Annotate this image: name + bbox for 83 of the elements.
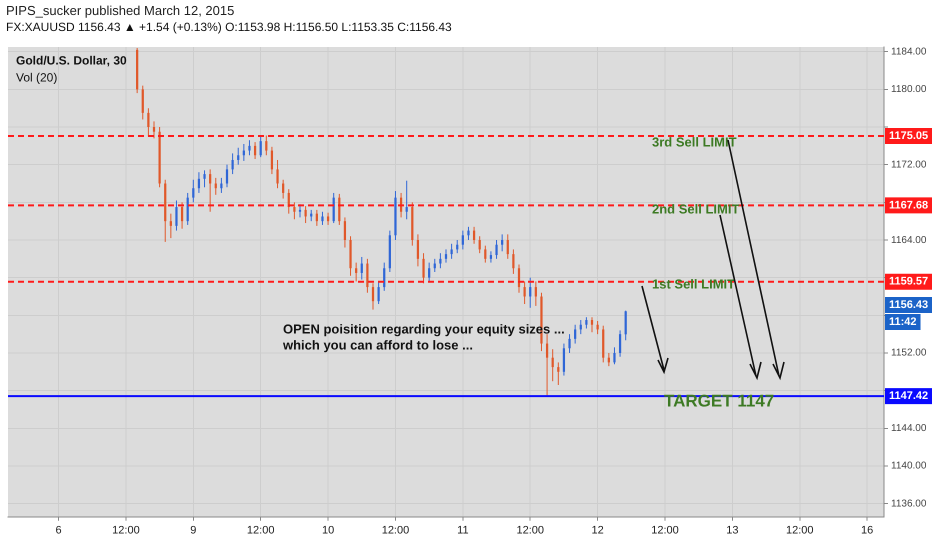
candlestick <box>552 348 554 382</box>
candlestick <box>467 226 470 241</box>
y-tick-label: 1152.00 <box>891 348 927 359</box>
candlestick <box>506 234 509 260</box>
candlestick <box>175 200 178 232</box>
candlestick <box>574 324 576 344</box>
candlestick <box>624 310 627 341</box>
y-tick-label: 1144.00 <box>891 423 927 434</box>
candlestick <box>501 234 504 252</box>
x-tick-label: 12:00 <box>382 524 410 536</box>
chart-title: PIPS_sucker published March 12, 2015 <box>6 3 234 18</box>
chart-subtitle: FX:XAUUSD 1156.43 ▲ +1.54 (+0.13%) O:1153.98 H:1156.50 L:1153.35 C:1156.43 <box>6 20 452 34</box>
candlestick <box>265 135 268 156</box>
candlestick <box>186 192 189 226</box>
candlestick <box>416 234 420 267</box>
candlestick <box>209 168 212 212</box>
candlestick <box>142 85 144 120</box>
y-tick-label: 1172.00 <box>891 159 927 170</box>
candlestick <box>428 262 430 282</box>
x-tick-label: 12 <box>591 524 604 536</box>
x-tick-label: 12:00 <box>516 524 544 536</box>
candlestick <box>170 213 172 239</box>
x-tick-label: 9 <box>190 524 196 536</box>
candlestick <box>192 179 194 203</box>
candlestick <box>557 362 560 386</box>
candlestick <box>529 277 532 308</box>
candlestick <box>298 204 302 218</box>
x-tick-label: 12:00 <box>246 524 274 536</box>
candlestick <box>383 262 386 292</box>
candlestick <box>360 256 363 280</box>
candlestick <box>270 146 274 175</box>
x-tick-label: 13 <box>726 524 739 536</box>
y-tick-label: 1180.00 <box>891 84 927 96</box>
candlestick <box>490 250 492 264</box>
ref-line-label: 1159.57 <box>889 276 928 288</box>
candlestick <box>580 320 582 335</box>
x-tick-label: 12:00 <box>651 524 679 536</box>
candlestick <box>462 230 464 250</box>
candlestick <box>310 209 312 222</box>
x-tick-label: 12:00 <box>112 524 140 536</box>
candlestick <box>203 170 206 188</box>
candlestick <box>444 248 448 264</box>
y-tick-label: 1184.00 <box>891 46 927 58</box>
text: 1156.43 <box>889 299 928 312</box>
candlestick <box>495 240 498 260</box>
candlestick <box>316 209 318 226</box>
candlestick <box>456 240 458 254</box>
candlestick <box>338 193 340 226</box>
candlestick <box>293 202 296 220</box>
candlestick <box>618 330 622 358</box>
annotation: Gold/U.S. Dollar, 30 <box>16 53 128 68</box>
x-tick-label: 10 <box>322 524 334 536</box>
candlestick <box>332 192 335 224</box>
candlestick <box>534 280 537 306</box>
annotation: Vol (20) <box>16 70 58 84</box>
annotation: TARGET 1147 <box>664 392 774 411</box>
candlestick <box>434 258 436 273</box>
candlestick <box>406 180 408 220</box>
candlestick <box>237 147 240 166</box>
ref-line-label: 1147.42 <box>889 390 928 402</box>
candlestick <box>242 143 245 162</box>
annotation: 3rd Sell LIMIT <box>652 134 737 150</box>
ref-line-label: 1175.05 <box>889 130 928 142</box>
candlestick <box>596 320 599 335</box>
candlestick <box>484 245 486 264</box>
annotation: which you can afford to lose ... <box>282 338 473 353</box>
candlestick <box>355 262 358 282</box>
x-tick-label: 12:00 <box>786 524 814 536</box>
candlestick <box>260 135 262 158</box>
y-tick-label: 1164.00 <box>891 234 927 246</box>
text: 11:42 <box>889 316 917 328</box>
y-tick-label: 1140.00 <box>891 460 927 472</box>
candlestick <box>214 177 217 196</box>
x-tick-label: 11 <box>457 524 469 536</box>
candlestick <box>344 216 346 248</box>
candlestick <box>288 188 290 214</box>
x-tick-label: 16 <box>861 524 874 536</box>
candlestick <box>478 236 481 254</box>
ref-line-label: 1167.68 <box>889 199 928 212</box>
candlestick <box>608 352 610 367</box>
y-tick-label: 1136.00 <box>891 498 927 510</box>
candlestick <box>282 179 284 200</box>
x-tick-label: 6 <box>55 524 62 536</box>
